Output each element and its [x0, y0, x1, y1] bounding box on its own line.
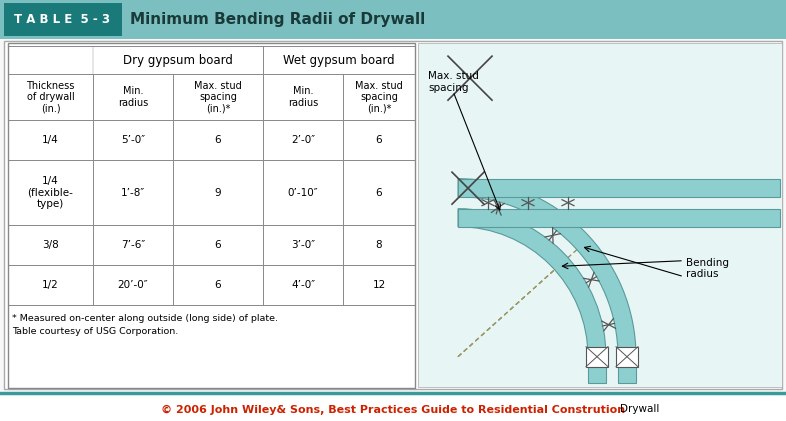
Text: Min.
radius: Min. radius [118, 86, 148, 108]
Text: Max. stud
spacing
(in.)*: Max. stud spacing (in.)* [194, 80, 242, 114]
Wedge shape [458, 209, 606, 357]
Text: 0’-10″: 0’-10″ [288, 188, 318, 197]
Bar [618, 357, 636, 383]
Text: Table courtesy of USG Corporation.: Table courtesy of USG Corporation. [12, 327, 178, 336]
Text: T A B L E  5 - 3: T A B L E 5 - 3 [14, 13, 110, 26]
Text: Max. stud
spacing
(in.)*: Max. stud spacing (in.)* [355, 80, 403, 114]
Text: 6: 6 [215, 135, 222, 145]
Text: © 2006 John Wiley& Sons, Best Practices Guide to Residential Constrution: © 2006 John Wiley& Sons, Best Practices … [161, 405, 625, 415]
Text: Dry gypsum board: Dry gypsum board [123, 53, 233, 67]
Bar [458, 179, 780, 197]
Text: 1’-8″: 1’-8″ [121, 188, 145, 197]
Text: 20’-0″: 20’-0″ [118, 280, 149, 290]
Text: 8: 8 [376, 240, 382, 250]
Bar [458, 209, 780, 226]
Text: 1/2: 1/2 [42, 280, 59, 290]
Bar [588, 357, 606, 383]
Text: Max. stud
spacing: Max. stud spacing [428, 71, 479, 93]
Text: Thickness
of drywall
(in.): Thickness of drywall (in.) [26, 80, 75, 114]
Text: 1/4
(flexible-
type): 1/4 (flexible- type) [28, 176, 73, 209]
Text: 6: 6 [376, 135, 382, 145]
Text: * Measured on-center along outside (long side) of plate.: * Measured on-center along outside (long… [12, 314, 278, 323]
Bar [616, 346, 638, 367]
Text: 12: 12 [373, 280, 386, 290]
Text: 7’-6″: 7’-6″ [121, 240, 145, 250]
Text: 5’-0″: 5’-0″ [121, 135, 145, 145]
Text: 3/8: 3/8 [42, 240, 59, 250]
Text: Minimum Bending Radii of Drywall: Minimum Bending Radii of Drywall [130, 12, 425, 27]
Wedge shape [458, 179, 636, 357]
Text: 6: 6 [215, 240, 222, 250]
Text: Drywall: Drywall [620, 404, 659, 414]
Bar [586, 346, 608, 367]
Bar [418, 43, 782, 386]
Text: 1/4: 1/4 [42, 135, 59, 145]
Text: 6: 6 [376, 188, 382, 197]
Text: 2’-0″: 2’-0″ [291, 135, 315, 145]
Text: Min.
radius: Min. radius [288, 86, 318, 108]
Text: 9: 9 [215, 188, 222, 197]
Text: 3’-0″: 3’-0″ [291, 240, 315, 250]
Text: Bending
radius: Bending radius [686, 258, 729, 280]
Bar [8, 43, 415, 388]
Bar [4, 3, 122, 36]
Text: Wet gypsum board: Wet gypsum board [283, 53, 395, 67]
Text: 4’-0″: 4’-0″ [291, 280, 315, 290]
Text: 6: 6 [215, 280, 222, 290]
